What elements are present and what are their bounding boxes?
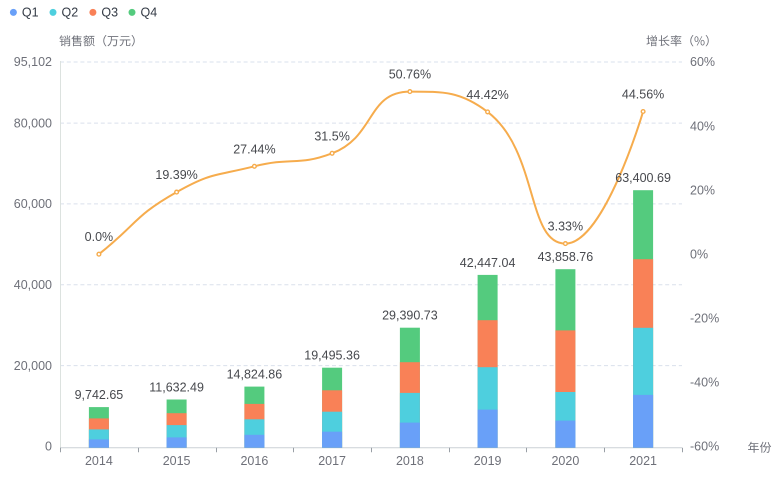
svg-text:29,390.73: 29,390.73 [382,309,438,323]
svg-text:0.0%: 0.0% [85,230,114,244]
svg-text:42,447.04: 42,447.04 [460,256,516,270]
svg-text:0%: 0% [690,247,708,261]
svg-text:43,858.76: 43,858.76 [538,250,594,264]
svg-text:Q4: Q4 [141,6,158,20]
svg-text:50.76%: 50.76% [389,68,431,82]
svg-text:0: 0 [45,440,52,454]
svg-text:40,000: 40,000 [14,278,52,292]
svg-text:2014: 2014 [85,454,113,468]
svg-text:44.56%: 44.56% [622,88,664,102]
svg-text:2018: 2018 [396,454,424,468]
svg-text:60%: 60% [690,55,715,69]
svg-text:20%: 20% [690,183,715,197]
svg-text:-20%: -20% [690,312,719,326]
svg-text:11,632.49: 11,632.49 [149,381,204,395]
svg-text:27.44%: 27.44% [233,142,275,156]
svg-text:20,000: 20,000 [14,359,52,373]
svg-text:3.33%: 3.33% [548,220,583,234]
svg-text:60,000: 60,000 [14,197,52,211]
svg-text:2019: 2019 [474,454,502,468]
svg-text:80,000: 80,000 [14,116,52,130]
svg-text:95,102: 95,102 [14,55,52,69]
svg-text:40%: 40% [690,119,715,133]
svg-text:Q2: Q2 [62,6,79,20]
svg-text:14,824.86: 14,824.86 [227,368,283,382]
svg-text:2020: 2020 [551,454,579,468]
svg-text:44.42%: 44.42% [466,88,508,102]
svg-text:19.39%: 19.39% [155,168,197,182]
svg-text:Q1: Q1 [22,6,39,20]
svg-text:63,400.69: 63,400.69 [615,171,671,185]
svg-text:2016: 2016 [240,454,268,468]
svg-text:2021: 2021 [629,454,657,468]
svg-text:2017: 2017 [318,454,346,468]
svg-text:-60%: -60% [690,440,719,454]
svg-text:9,742.65: 9,742.65 [75,388,124,402]
svg-text:19,495.36: 19,495.36 [304,349,360,363]
svg-text:Q3: Q3 [101,6,118,20]
svg-text:2015: 2015 [163,454,191,468]
svg-text:-40%: -40% [690,376,719,390]
svg-text:31.5%: 31.5% [314,129,349,143]
